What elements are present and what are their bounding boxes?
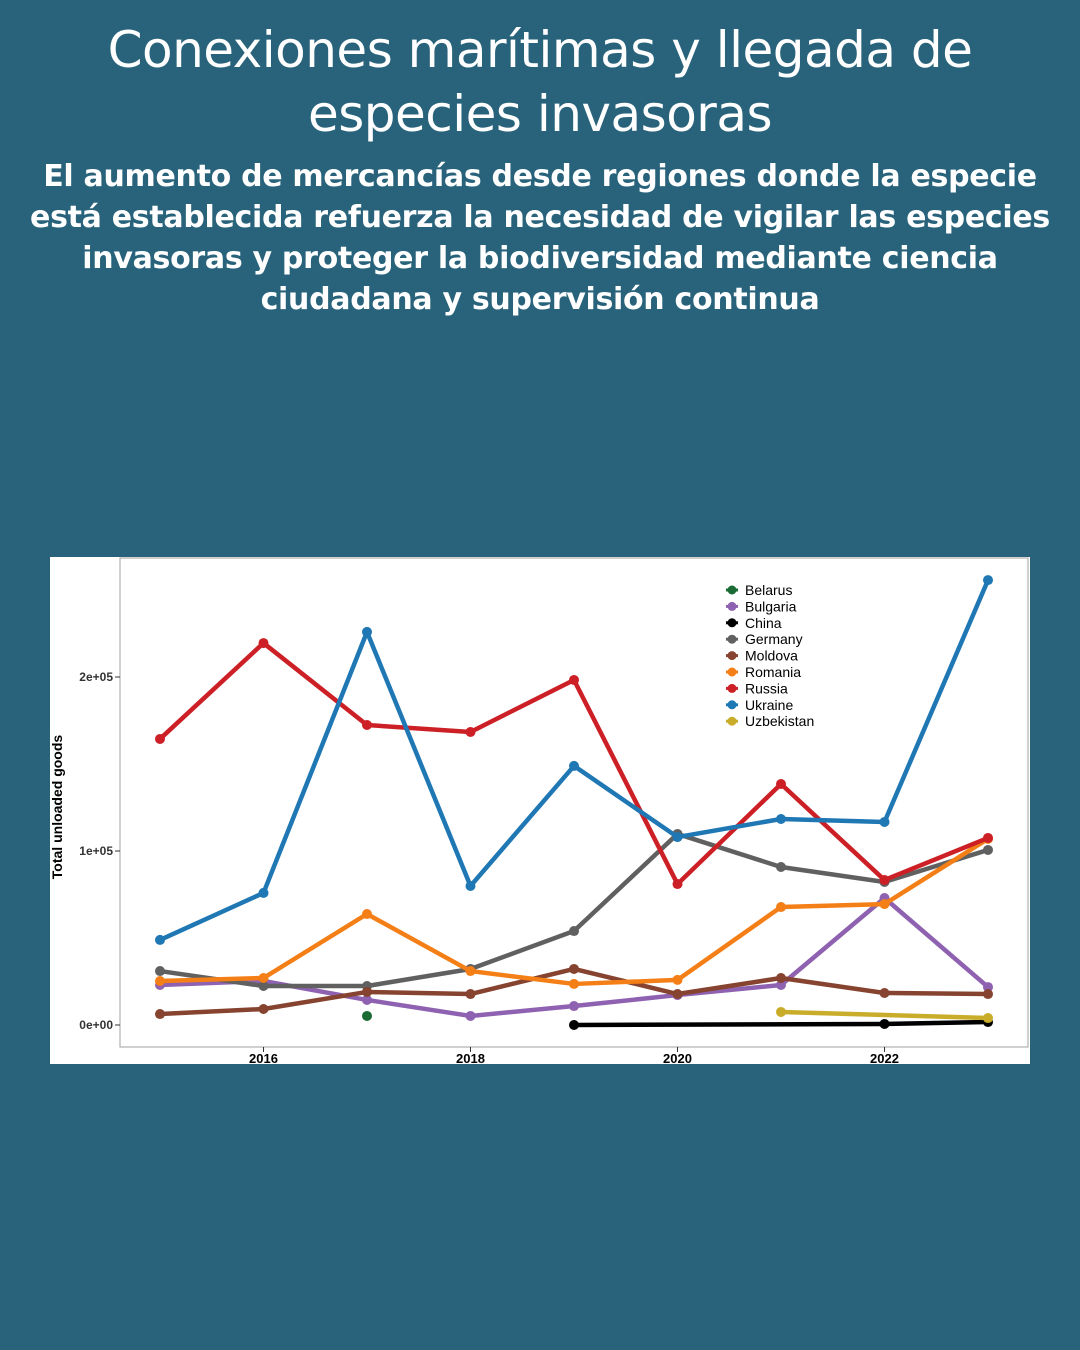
- legend-marker: [727, 683, 737, 693]
- legend-label: Ukraine: [745, 697, 793, 713]
- data-point: [983, 844, 993, 855]
- legend-item: Romania: [726, 664, 801, 680]
- data-point: [879, 1018, 890, 1029]
- data-point: [672, 974, 683, 985]
- data-point: [569, 978, 579, 989]
- x-tick-label: 2022: [870, 1051, 899, 1064]
- legend-label: Belarus: [745, 582, 792, 598]
- legend-marker: [727, 667, 737, 677]
- data-point: [983, 575, 993, 586]
- data-point: [362, 1010, 372, 1021]
- data-point: [362, 626, 372, 637]
- data-point: [362, 994, 372, 1005]
- data-point: [155, 934, 165, 945]
- data-point: [258, 887, 269, 898]
- series-romania: [155, 833, 993, 989]
- page-subtitle: El aumento de mercancías desde regiones …: [30, 159, 1050, 317]
- data-point: [362, 720, 372, 731]
- legend-marker: [727, 618, 737, 628]
- legend-item: Bulgaria: [726, 598, 797, 614]
- data-point: [258, 638, 269, 649]
- y-tick-label: 1e+05: [79, 844, 113, 858]
- legend-label: Bulgaria: [745, 598, 797, 614]
- x-tick-label: 2018: [456, 1051, 485, 1064]
- data-point: [776, 1006, 786, 1017]
- x-tick-label: 2020: [663, 1051, 692, 1064]
- data-point: [672, 879, 683, 890]
- data-point: [155, 966, 165, 977]
- series-russia: [155, 638, 993, 890]
- series-ukraine: [155, 575, 993, 945]
- data-point: [983, 982, 993, 993]
- data-point: [879, 987, 890, 998]
- data-point: [465, 1010, 476, 1021]
- series-belarus: [362, 1010, 372, 1021]
- legend-marker: [727, 716, 737, 726]
- legend-item: Russia: [726, 680, 788, 696]
- legend-label: Germany: [745, 631, 803, 647]
- legend-item: Moldova: [726, 648, 798, 664]
- data-point: [258, 973, 269, 984]
- data-point: [569, 963, 579, 974]
- data-point: [672, 832, 683, 843]
- data-point: [879, 899, 890, 910]
- legend-item: China: [726, 615, 782, 631]
- data-point: [569, 760, 579, 771]
- data-point: [983, 832, 993, 843]
- series-moldova: [155, 963, 993, 1020]
- data-point: [362, 986, 372, 997]
- data-point: [776, 979, 786, 990]
- series-line: [780, 1009, 989, 1021]
- data-point: [569, 926, 579, 937]
- data-point: [879, 875, 890, 886]
- legend-item: Ukraine: [726, 697, 793, 713]
- data-point: [776, 779, 786, 790]
- x-tick-label: 2016: [249, 1051, 278, 1064]
- data-point: [983, 1013, 993, 1024]
- legend-marker: [727, 585, 737, 595]
- y-axis-label: Total unloaded goods: [50, 735, 65, 880]
- legend-label: Russia: [745, 680, 788, 696]
- data-point: [776, 862, 786, 873]
- legend-item: Germany: [726, 631, 803, 647]
- legend-label: Uzbekistan: [745, 713, 814, 729]
- line-chart: 2016 2018 2020 2022 0e+00 1e+05 2e+05 Belarus B…: [49, 557, 1030, 1066]
- legend-label: Moldova: [745, 648, 798, 664]
- legend-marker: [727, 651, 737, 661]
- series-uzbekistan: [776, 1006, 993, 1024]
- data-point: [672, 989, 683, 1000]
- data-point: [879, 816, 890, 827]
- data-point: [258, 1003, 269, 1014]
- y-tick-label: 2e+05: [79, 670, 113, 684]
- data-point: [983, 989, 993, 1000]
- data-point: [569, 1001, 579, 1012]
- page-title: Conexiones marítimas y llegada de especi…: [107, 21, 973, 143]
- data-point: [776, 902, 786, 913]
- data-point: [465, 726, 476, 737]
- legend-marker: [727, 601, 737, 611]
- chart-svg: 2016 2018 2020 2022 0e+00 1e+05 2e+05 BelarusB…: [49, 557, 1029, 1066]
- data-point: [569, 1020, 579, 1030]
- data-point: [155, 975, 165, 986]
- data-point: [569, 674, 579, 685]
- data-point: [465, 966, 476, 977]
- data-point: [465, 880, 476, 891]
- legend-label: Romania: [745, 664, 801, 680]
- data-point: [465, 989, 476, 1000]
- y-tick-label: 0e+00: [79, 1018, 113, 1032]
- data-point: [155, 1009, 165, 1020]
- legend-label: China: [745, 615, 782, 631]
- legend-marker: [727, 634, 737, 644]
- data-point: [155, 733, 165, 744]
- data-point: [776, 813, 786, 824]
- data-point: [776, 973, 786, 984]
- legend-item: Belarus: [726, 582, 792, 598]
- legend-marker: [727, 700, 737, 710]
- data-point: [258, 981, 269, 992]
- legend-item: Uzbekistan: [726, 713, 814, 729]
- data-point: [362, 908, 372, 919]
